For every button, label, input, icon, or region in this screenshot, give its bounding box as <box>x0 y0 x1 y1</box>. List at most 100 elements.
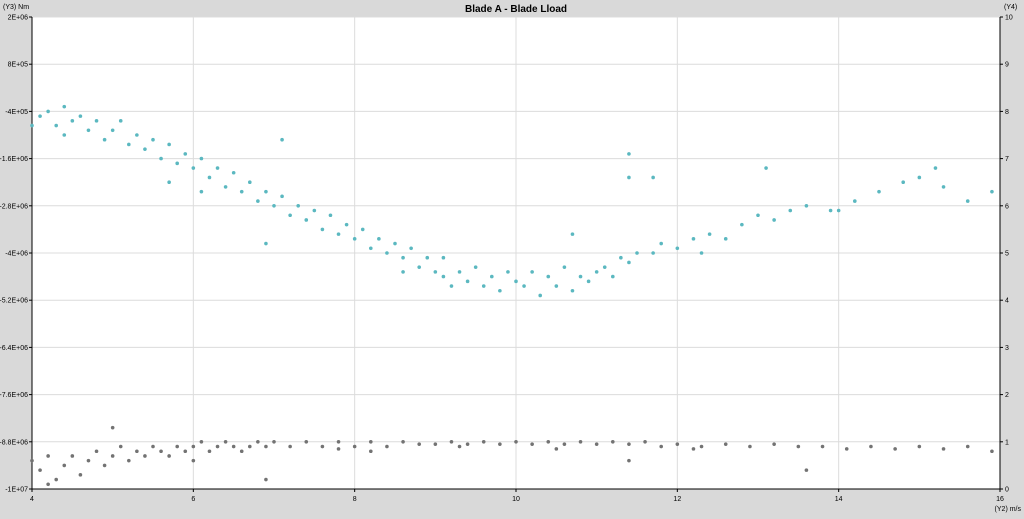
cyan-series-point <box>490 274 494 279</box>
gray-series-point <box>457 444 462 449</box>
cyan-series-point <box>530 270 534 274</box>
cyan-series-point <box>691 237 696 241</box>
cyan-series-point <box>336 232 341 236</box>
right-axis-label: (Y4) <box>1004 4 1017 11</box>
cyan-series-point <box>546 274 551 279</box>
cyan-series-point <box>344 222 349 227</box>
gray-series-point <box>917 444 922 449</box>
cyan-series-point <box>86 128 91 133</box>
gray-series-point <box>46 454 50 458</box>
cyan-series-point <box>304 218 309 222</box>
cyan-series-point <box>78 114 83 118</box>
left-tick-label: -8.8E+06 <box>0 439 28 446</box>
x-tick-label: 12 <box>673 496 681 503</box>
gray-series-point <box>70 454 75 458</box>
cyan-series-point <box>506 270 510 274</box>
cyan-series-point <box>473 265 478 269</box>
gray-series-point <box>675 442 680 446</box>
cyan-series-point <box>449 284 454 288</box>
gray-series-point <box>844 447 849 451</box>
cyan-series-point <box>183 152 188 156</box>
gray-series-point <box>804 468 809 472</box>
cyan-series-point <box>675 246 680 251</box>
gray-series-point <box>820 444 825 449</box>
cyan-series-point <box>369 246 373 251</box>
right-tick-label: 10 <box>1005 15 1013 22</box>
gray-series-point <box>578 440 583 444</box>
gray-series-point <box>46 482 50 487</box>
gray-series-point <box>256 440 260 444</box>
gray-series-point <box>627 442 631 446</box>
cyan-series-point <box>441 274 446 279</box>
cyan-series-point <box>215 166 220 170</box>
cyan-series-point <box>143 147 147 151</box>
gray-series-point <box>143 454 147 458</box>
left-tick-label: -1E+07 <box>5 487 28 494</box>
gray-series-point <box>54 477 58 482</box>
cyan-series-point <box>409 246 413 251</box>
cyan-series-point <box>151 137 155 142</box>
x-tick-label: 6 <box>191 496 195 503</box>
left-tick-label: -7.6E+06 <box>0 392 28 399</box>
cyan-series-point <box>320 227 325 232</box>
gray-series-point <box>94 449 99 454</box>
cyan-series-point <box>699 251 704 255</box>
cyan-series-point <box>514 279 518 284</box>
gray-series-point <box>110 425 115 430</box>
cyan-series-point <box>433 270 438 274</box>
cyan-series-point <box>312 208 317 213</box>
gray-series-point <box>699 444 704 449</box>
gray-series-point <box>594 442 599 446</box>
x-tick-label: 10 <box>512 496 520 503</box>
gray-series-point <box>38 468 42 472</box>
cyan-series-point <box>901 180 905 184</box>
cyan-series-point <box>393 241 397 246</box>
gray-series-point <box>223 440 228 444</box>
x-tick-label: 8 <box>353 496 357 503</box>
cyan-series-point <box>941 185 946 189</box>
left-tick-label: 8E+05 <box>8 62 29 69</box>
cyan-series-point <box>804 204 809 208</box>
gray-series-point <box>110 454 115 458</box>
gray-series-point <box>562 442 567 446</box>
gray-series-point <box>304 440 309 444</box>
gray-series-point <box>611 440 615 444</box>
cyan-series-point <box>110 128 115 133</box>
x-tick-label: 4 <box>30 496 34 503</box>
gray-series-point <box>151 444 155 449</box>
cyan-series-point <box>836 208 841 213</box>
cyan-series-point <box>441 255 446 260</box>
cyan-series-point <box>231 170 236 175</box>
gray-series-point <box>401 440 405 444</box>
cyan-series-point <box>102 137 107 142</box>
cyan-series-point <box>707 232 712 236</box>
cyan-series-point <box>272 204 276 208</box>
cyan-series-point <box>280 194 284 199</box>
cyan-series-point <box>360 227 365 232</box>
gray-series-point <box>336 447 341 451</box>
cyan-series-point <box>828 208 833 213</box>
data-points <box>30 104 994 487</box>
cyan-series-point <box>401 255 405 260</box>
gray-series-point <box>336 440 341 444</box>
cyan-series-point <box>296 204 301 208</box>
cyan-series-point <box>788 208 793 213</box>
gray-series-point <box>514 440 518 444</box>
left-axis-label: (Y3) Nm <box>3 4 29 11</box>
gray-series-point <box>264 444 268 449</box>
gray-series-point <box>449 440 454 444</box>
cyan-series-point <box>70 119 75 123</box>
cyan-series-point <box>280 137 284 142</box>
x-tick-label: 16 <box>996 496 1004 503</box>
cyan-series-point <box>933 166 938 170</box>
cyan-series-point <box>522 284 526 288</box>
cyan-series-point <box>627 175 631 180</box>
cyan-series-point <box>135 133 139 137</box>
cyan-series-point <box>723 237 728 241</box>
cyan-series-point <box>223 185 228 189</box>
cyan-series-point <box>594 270 599 274</box>
cyan-series-point <box>401 270 405 274</box>
chart-title: Blade A - Blade Lload <box>465 4 567 15</box>
gray-series-point <box>796 444 801 449</box>
right-tick-label: 2 <box>1005 392 1009 399</box>
